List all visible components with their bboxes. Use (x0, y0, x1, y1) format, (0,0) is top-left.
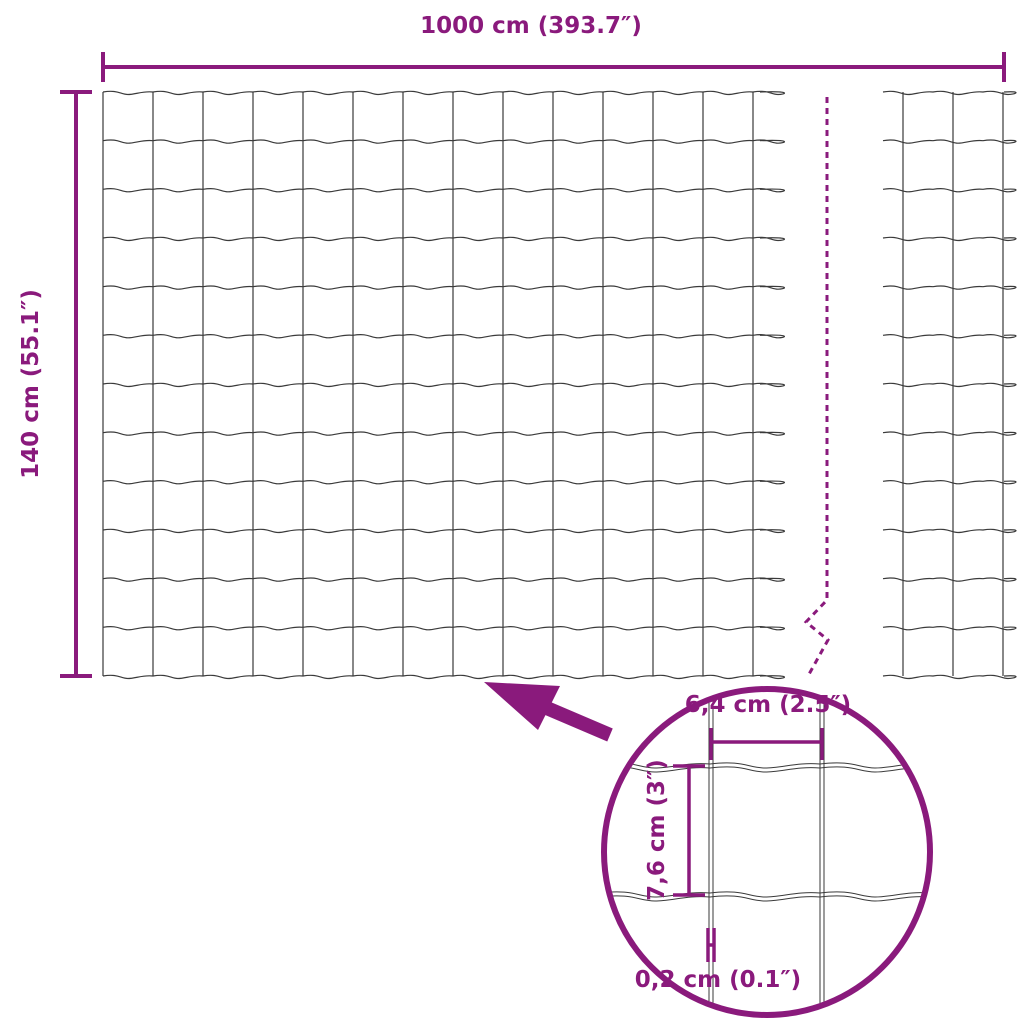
horizontal-wire (882, 90, 1017, 96)
horizontal-wire (102, 382, 785, 388)
horizontal-wire (882, 334, 1017, 339)
arrow-icon (484, 682, 613, 742)
horizontal-wire (882, 382, 1017, 388)
horizontal-wire (102, 334, 785, 339)
wire-mesh-grid (102, 90, 1017, 680)
horizontal-wire (102, 139, 785, 144)
height-label: 140 cm (55.1″) (18, 289, 44, 479)
horizontal-wire-detail (607, 895, 927, 902)
horizontal-wire (882, 139, 1017, 144)
break-line-icon (803, 97, 830, 677)
horizontal-wire-detail (607, 762, 927, 769)
horizontal-wire (882, 236, 1017, 242)
horizontal-wire (882, 285, 1017, 290)
horizontal-wire (102, 626, 785, 631)
horizontal-wire (102, 480, 785, 485)
detail-circle-icon (601, 686, 933, 1018)
width-dimension (101, 52, 1006, 82)
horizontal-wire (102, 528, 785, 534)
horizontal-wire-detail (607, 891, 927, 898)
mesh-height-label: 7,6 cm (3″) (644, 759, 670, 901)
width-label: 1000 cm (393.7″) (420, 13, 642, 39)
horizontal-wire (102, 90, 785, 96)
horizontal-wire (882, 577, 1017, 582)
horizontal-wire (882, 626, 1017, 631)
wire-thickness-label: 0,2 cm (0.1″) (635, 967, 801, 993)
horizontal-wire (882, 480, 1017, 485)
horizontal-wire (102, 236, 785, 242)
horizontal-wire (882, 528, 1017, 534)
horizontal-wire-detail (607, 766, 927, 773)
horizontal-wire (102, 431, 785, 436)
height-dimension (60, 90, 92, 678)
horizontal-wire (882, 188, 1017, 193)
horizontal-wire (882, 431, 1017, 436)
horizontal-wire (102, 577, 785, 582)
horizontal-wire (102, 285, 785, 290)
mesh-width-label: 6,4 cm (2.5″) (685, 692, 851, 718)
horizontal-wire (102, 188, 785, 193)
horizontal-wire (882, 674, 1017, 680)
horizontal-wire (102, 674, 785, 680)
